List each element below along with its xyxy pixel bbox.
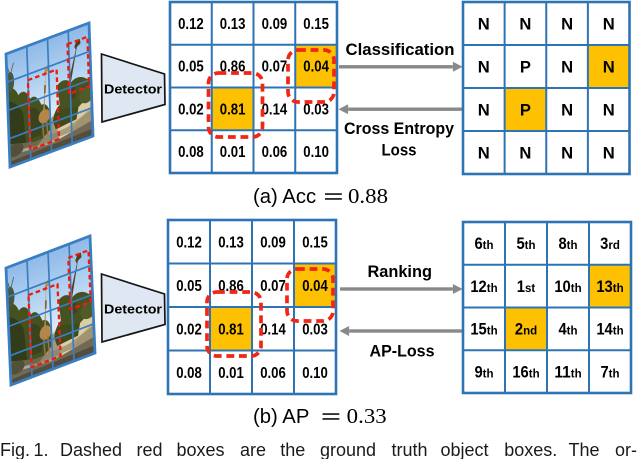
svg-text:0.15: 0.15 <box>302 234 328 251</box>
svg-text:4th: 4th <box>558 321 577 339</box>
svg-text:0.02: 0.02 <box>176 321 202 338</box>
svg-text:9th: 9th <box>474 363 493 381</box>
svg-text:0.03: 0.03 <box>303 102 329 119</box>
svg-text:0.81: 0.81 <box>220 102 246 119</box>
svg-text:0.01: 0.01 <box>220 144 246 161</box>
svg-text:N: N <box>478 58 490 77</box>
svg-text:N: N <box>478 101 490 120</box>
svg-text:0.09: 0.09 <box>260 234 286 251</box>
svg-text:N: N <box>478 15 490 34</box>
svg-text:N: N <box>603 144 615 163</box>
svg-text:N: N <box>561 58 573 77</box>
svg-text:N: N <box>603 58 615 77</box>
svg-text:Detector: Detector <box>104 82 162 97</box>
svg-text:0.04: 0.04 <box>303 59 329 76</box>
svg-text:11th: 11th <box>554 363 581 381</box>
svg-text:6th: 6th <box>474 235 493 253</box>
svg-text:0.01: 0.01 <box>218 365 244 382</box>
svg-text:12th: 12th <box>470 278 497 296</box>
svg-text:0.81: 0.81 <box>218 321 244 338</box>
svg-text:7th: 7th <box>600 363 619 381</box>
svg-text:0.05: 0.05 <box>178 59 204 76</box>
svg-text:0.10: 0.10 <box>303 144 329 161</box>
svg-text:N: N <box>603 15 615 34</box>
svg-text:P: P <box>520 101 531 120</box>
svg-text:0.33: 0.33 <box>347 404 387 428</box>
svg-text:10th: 10th <box>554 278 581 296</box>
svg-text:0.12: 0.12 <box>176 234 202 251</box>
svg-text:Detector: Detector <box>104 302 162 317</box>
svg-text:Ranking: Ranking <box>367 262 432 281</box>
svg-text:N: N <box>478 144 490 163</box>
svg-text:0.07: 0.07 <box>262 59 288 76</box>
svg-text:N: N <box>603 101 615 120</box>
svg-text:N: N <box>519 144 531 163</box>
svg-text:0.05: 0.05 <box>176 278 202 295</box>
svg-text:16th: 16th <box>512 363 539 381</box>
svg-text:(b) AP: (b) AP <box>253 406 309 428</box>
svg-text:0.03: 0.03 <box>302 321 328 338</box>
svg-text:AP-Loss: AP-Loss <box>370 342 435 361</box>
svg-text:0.06: 0.06 <box>262 144 288 161</box>
svg-text:0.14: 0.14 <box>260 321 286 338</box>
svg-text:0.14: 0.14 <box>262 102 288 119</box>
svg-text:0.08: 0.08 <box>178 144 204 161</box>
svg-text:(a) Acc: (a) Acc <box>253 186 316 208</box>
svg-text:14th: 14th <box>596 321 623 339</box>
svg-text:0.12: 0.12 <box>178 16 204 33</box>
svg-text:0.13: 0.13 <box>220 16 246 33</box>
svg-text:0.08: 0.08 <box>176 365 202 382</box>
svg-text:8th: 8th <box>558 235 577 253</box>
svg-text:5th: 5th <box>516 235 535 253</box>
svg-text:Classification: Classification <box>346 40 455 59</box>
svg-text:N: N <box>561 144 573 163</box>
svg-text:3rd: 3rd <box>600 235 620 253</box>
svg-text:0.09: 0.09 <box>262 16 288 33</box>
svg-text:13th: 13th <box>596 278 623 296</box>
svg-text:0.88: 0.88 <box>348 184 388 208</box>
svg-text:0.13: 0.13 <box>218 234 244 251</box>
svg-text:N: N <box>561 15 573 34</box>
svg-text:0.02: 0.02 <box>178 102 204 119</box>
svg-text:0.06: 0.06 <box>260 365 286 382</box>
svg-text:0.07: 0.07 <box>260 278 286 295</box>
svg-text:Cross Entropy: Cross Entropy <box>344 119 455 138</box>
svg-text:1st: 1st <box>517 278 536 296</box>
svg-text:0.15: 0.15 <box>303 16 329 33</box>
svg-text:0.04: 0.04 <box>302 278 328 295</box>
svg-text:15th: 15th <box>470 321 497 339</box>
svg-text:P: P <box>520 58 531 77</box>
svg-text:2nd: 2nd <box>515 321 537 339</box>
svg-text:0.10: 0.10 <box>302 365 328 382</box>
svg-text:N: N <box>519 15 531 34</box>
svg-text:Loss: Loss <box>382 140 417 159</box>
svg-text:N: N <box>561 101 573 120</box>
